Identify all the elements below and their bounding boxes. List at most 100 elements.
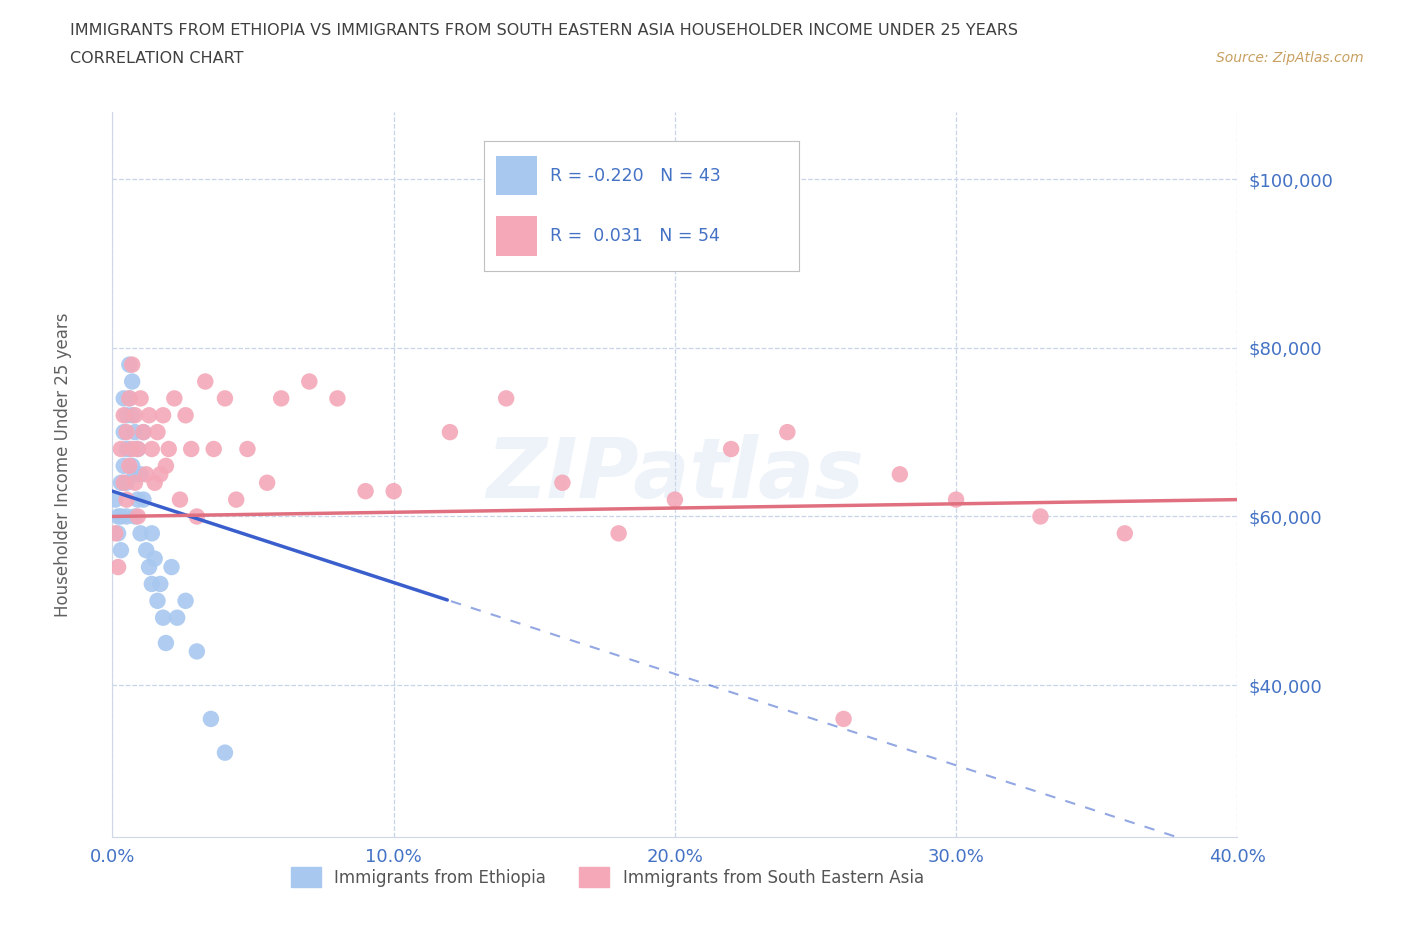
Point <box>132 492 155 507</box>
Point <box>129 525 152 540</box>
Point <box>124 509 146 524</box>
Point <box>112 425 135 440</box>
Point <box>121 458 143 473</box>
Point <box>115 509 138 524</box>
Point <box>118 391 141 405</box>
Point <box>202 442 225 457</box>
Point <box>112 475 135 490</box>
Point <box>354 484 377 498</box>
Point <box>129 467 152 482</box>
Point <box>118 357 141 372</box>
Point <box>149 467 172 482</box>
Point <box>118 458 141 473</box>
Point <box>104 492 127 507</box>
Point <box>127 442 149 457</box>
Point <box>889 467 911 482</box>
Point <box>155 635 177 650</box>
Point <box>776 425 799 440</box>
Point <box>186 509 208 524</box>
Point <box>298 374 321 389</box>
Point <box>115 442 138 457</box>
Point <box>135 543 157 558</box>
Point <box>110 543 132 558</box>
Text: Householder Income Under 25 years: Householder Income Under 25 years <box>55 312 72 618</box>
Point <box>143 551 166 566</box>
Point <box>270 391 292 405</box>
Point <box>107 509 129 524</box>
Point <box>152 610 174 625</box>
Point <box>110 442 132 457</box>
Point <box>160 560 183 575</box>
Point <box>236 442 259 457</box>
Point <box>112 408 135 423</box>
Point <box>118 391 141 405</box>
Point <box>112 391 135 405</box>
Point <box>115 408 138 423</box>
Point <box>112 458 135 473</box>
Text: ZIPatlas: ZIPatlas <box>486 433 863 515</box>
Point <box>256 475 278 490</box>
Text: CORRELATION CHART: CORRELATION CHART <box>70 51 243 66</box>
Text: Source: ZipAtlas.com: Source: ZipAtlas.com <box>1216 51 1364 65</box>
Point <box>174 593 197 608</box>
Point <box>146 593 169 608</box>
Point <box>439 425 461 440</box>
Point <box>110 509 132 524</box>
Point <box>157 442 180 457</box>
Point <box>135 467 157 482</box>
Point <box>124 408 146 423</box>
Point <box>169 492 191 507</box>
Point <box>138 408 160 423</box>
Point <box>127 492 149 507</box>
Point <box>149 577 172 591</box>
Point <box>121 408 143 423</box>
Point <box>107 525 129 540</box>
Point <box>1029 509 1052 524</box>
Point <box>214 391 236 405</box>
Point <box>551 475 574 490</box>
Point <box>115 425 138 440</box>
Point <box>152 408 174 423</box>
Point <box>146 425 169 440</box>
Point <box>129 391 152 405</box>
Point <box>194 374 217 389</box>
Point <box>607 525 630 540</box>
Point <box>945 492 967 507</box>
Point <box>138 560 160 575</box>
Point <box>186 644 208 658</box>
Point <box>200 711 222 726</box>
Point <box>214 745 236 760</box>
Point <box>225 492 247 507</box>
Point <box>155 458 177 473</box>
Point <box>166 610 188 625</box>
Point <box>107 560 129 575</box>
Point <box>118 442 141 457</box>
Legend: Immigrants from Ethiopia, Immigrants from South Eastern Asia: Immigrants from Ethiopia, Immigrants fro… <box>284 860 931 894</box>
Point <box>163 391 186 405</box>
Point <box>143 475 166 490</box>
Point <box>104 525 127 540</box>
Point <box>326 391 349 405</box>
Text: IMMIGRANTS FROM ETHIOPIA VS IMMIGRANTS FROM SOUTH EASTERN ASIA HOUSEHOLDER INCOM: IMMIGRANTS FROM ETHIOPIA VS IMMIGRANTS F… <box>70 23 1018 38</box>
Point <box>382 484 405 498</box>
Point <box>132 425 155 440</box>
Point <box>127 509 149 524</box>
Point <box>180 442 202 457</box>
Point <box>121 357 143 372</box>
Point <box>115 492 138 507</box>
Point <box>141 442 163 457</box>
Point <box>141 577 163 591</box>
Point <box>174 408 197 423</box>
Point <box>124 467 146 482</box>
Point <box>127 442 149 457</box>
Point <box>110 475 132 490</box>
Point <box>720 442 742 457</box>
Point <box>121 374 143 389</box>
Point <box>121 442 143 457</box>
Point <box>495 391 517 405</box>
Point <box>664 492 686 507</box>
Point <box>141 525 163 540</box>
Point <box>124 475 146 490</box>
Point <box>124 425 146 440</box>
Point <box>132 425 155 440</box>
